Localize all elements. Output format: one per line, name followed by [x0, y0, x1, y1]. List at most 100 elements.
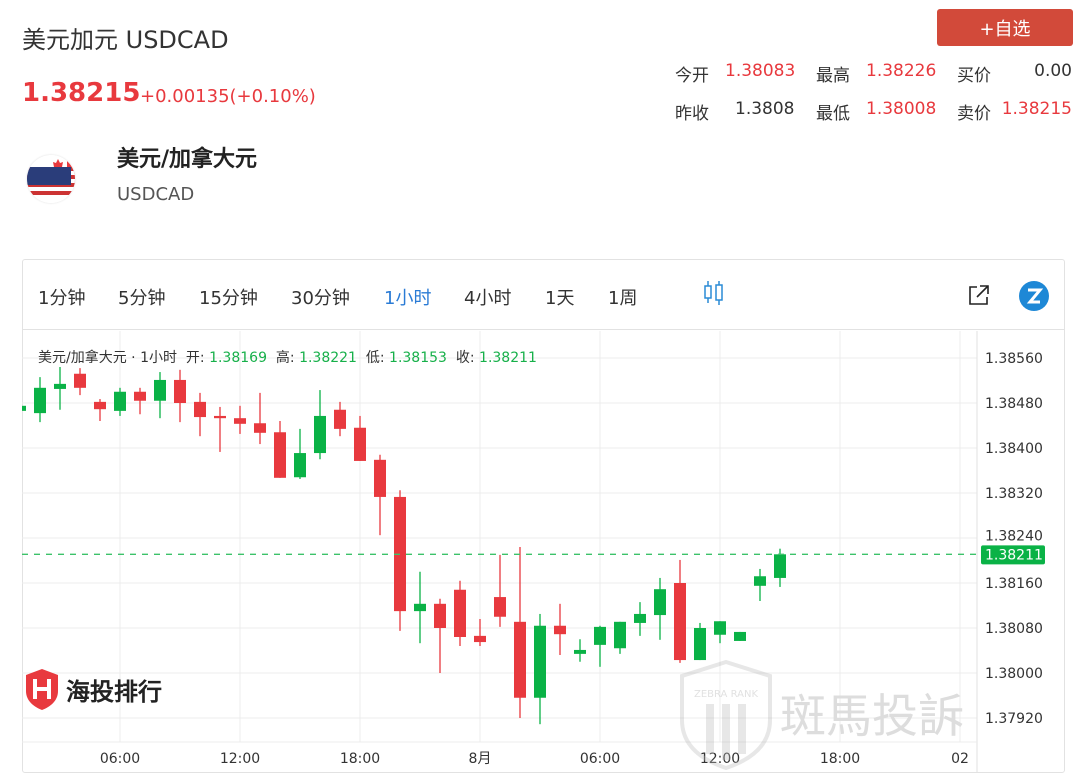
legend-interval: 1小时 — [140, 350, 177, 366]
timeframe-1h[interactable]: 1小时 — [384, 288, 432, 309]
haitou-watermark: 海投排行 — [24, 667, 162, 711]
last-price-label: 1.38211 — [985, 547, 1043, 563]
candle-body — [514, 621, 526, 698]
candle-body — [334, 409, 346, 429]
candle-body — [294, 453, 306, 478]
candle-body — [374, 459, 386, 497]
stat-label-high: 最高 — [816, 66, 850, 86]
candlestick-chart[interactable]: 1.38560 1.38480 1.38400 1.38320 1.38240 1.381… — [22, 331, 1064, 772]
legend-low-label: 低: — [365, 350, 385, 366]
y-tick-label: 1.38320 — [985, 486, 1043, 502]
candle-body — [674, 583, 686, 661]
candle-body — [434, 603, 446, 628]
legend-dot: · — [131, 350, 136, 366]
zebra-logo-icon[interactable] — [1019, 281, 1049, 315]
candle-body — [614, 621, 626, 649]
zebra-badge-text: ZEBRA RANK — [694, 689, 758, 700]
candle-body — [694, 628, 706, 661]
candle-body — [774, 554, 786, 578]
x-tick-label: 12:00 — [700, 751, 740, 767]
candle-body — [714, 621, 726, 635]
candle-body — [534, 625, 546, 698]
candle-body — [134, 391, 146, 401]
candle-body — [94, 401, 106, 410]
zebra-watermark: ZEBRA RANK — [680, 659, 772, 774]
stat-label-prev-close: 昨收 — [675, 104, 709, 124]
candle-body — [214, 415, 226, 419]
candle-body — [474, 635, 486, 643]
candle-body — [114, 391, 126, 411]
timeframe-5min[interactable]: 5分钟 — [118, 288, 166, 309]
x-tick-label: 02 — [951, 751, 969, 767]
us-canada-flag-icon — [27, 155, 75, 203]
x-tick-label: 18:00 — [820, 751, 860, 767]
candle-body — [734, 631, 746, 641]
candle-body — [74, 373, 86, 388]
haitou-shield-icon — [26, 669, 58, 710]
current-price: 1.38215 — [22, 78, 141, 108]
instrument-name: 美元/加拿大元 — [117, 147, 258, 172]
timeframe-1min[interactable]: 1分钟 — [38, 288, 86, 309]
stat-value-bid: 0.00 — [1034, 61, 1072, 81]
legend-open-label: 开: — [185, 350, 205, 366]
y-tick-label: 1.38560 — [985, 351, 1043, 367]
candle-body — [574, 649, 586, 654]
last-price-badge — [981, 545, 1045, 565]
legend-name: 美元/加拿大元 — [38, 350, 127, 366]
candle-body — [54, 383, 66, 389]
candle-body — [634, 613, 646, 623]
candle-body — [22, 405, 26, 411]
candle-body — [254, 423, 266, 433]
chart-toolbar: 1分钟 5分钟 15分钟 30分钟 1小时 4小时 1天 1周 — [22, 260, 1064, 330]
zebra-shield-icon: ZEBRA RANK — [680, 659, 772, 771]
candle-body — [754, 576, 766, 586]
candlestick-icon[interactable] — [703, 280, 725, 310]
external-link-icon[interactable] — [968, 284, 990, 310]
timeframe-30min[interactable]: 30分钟 — [291, 288, 350, 309]
page-title: 美元加元 USDCAD — [22, 26, 229, 54]
legend-open: 1.38169 — [209, 350, 267, 366]
stat-label-bid: 买价 — [957, 66, 991, 86]
legend-close-label: 收: — [455, 350, 475, 366]
haitou-text: 海投排行 — [66, 677, 162, 706]
candle-body — [194, 401, 206, 418]
x-tick-label: 06:00 — [580, 751, 620, 767]
candle-body — [314, 415, 326, 454]
timeframe-1w[interactable]: 1周 — [608, 288, 638, 309]
candle-body — [34, 387, 46, 414]
timeframe-4h[interactable]: 4小时 — [464, 288, 512, 309]
stat-value-high: 1.38226 — [866, 61, 937, 81]
candle-body — [234, 418, 246, 424]
candle-body — [414, 603, 426, 612]
candle-body — [354, 427, 366, 461]
candle-body — [654, 589, 666, 616]
x-tick-label: 8月 — [469, 751, 492, 767]
candle-body — [274, 432, 286, 478]
stat-label-open: 今开 — [675, 66, 709, 86]
y-tick-label: 1.38080 — [985, 621, 1043, 637]
y-tick-label: 1.38400 — [985, 441, 1043, 457]
y-tick-label: 1.37920 — [985, 711, 1043, 727]
x-tick-label: 12:00 — [220, 751, 260, 767]
timeframe-15min[interactable]: 15分钟 — [199, 288, 258, 309]
stat-value-ask: 1.38215 — [1001, 99, 1072, 119]
candle-body — [494, 597, 506, 617]
candle-body — [554, 625, 566, 635]
y-tick-label: 1.38000 — [985, 666, 1043, 682]
price-change: +0.00135(+0.10%) — [140, 86, 316, 107]
legend-high: 1.38221 — [299, 350, 357, 366]
y-tick-label: 1.38480 — [985, 396, 1043, 412]
candle-body — [594, 626, 606, 645]
timeframe-1d[interactable]: 1天 — [545, 288, 575, 309]
candle-body — [454, 589, 466, 637]
stat-label-ask: 卖价 — [957, 104, 991, 124]
candle-body — [174, 379, 186, 403]
legend-high-label: 高: — [275, 350, 295, 366]
y-tick-label: 1.38240 — [985, 528, 1043, 544]
x-tick-label: 18:00 — [340, 751, 380, 767]
zebra-text: 斑馬投訴 — [780, 689, 964, 743]
x-tick-label: 06:00 — [100, 751, 140, 767]
stat-value-prev-close: 1.3808 — [735, 99, 795, 119]
stat-value-low: 1.38008 — [866, 99, 937, 119]
add-to-watchlist-button[interactable]: +自选 — [937, 9, 1073, 46]
